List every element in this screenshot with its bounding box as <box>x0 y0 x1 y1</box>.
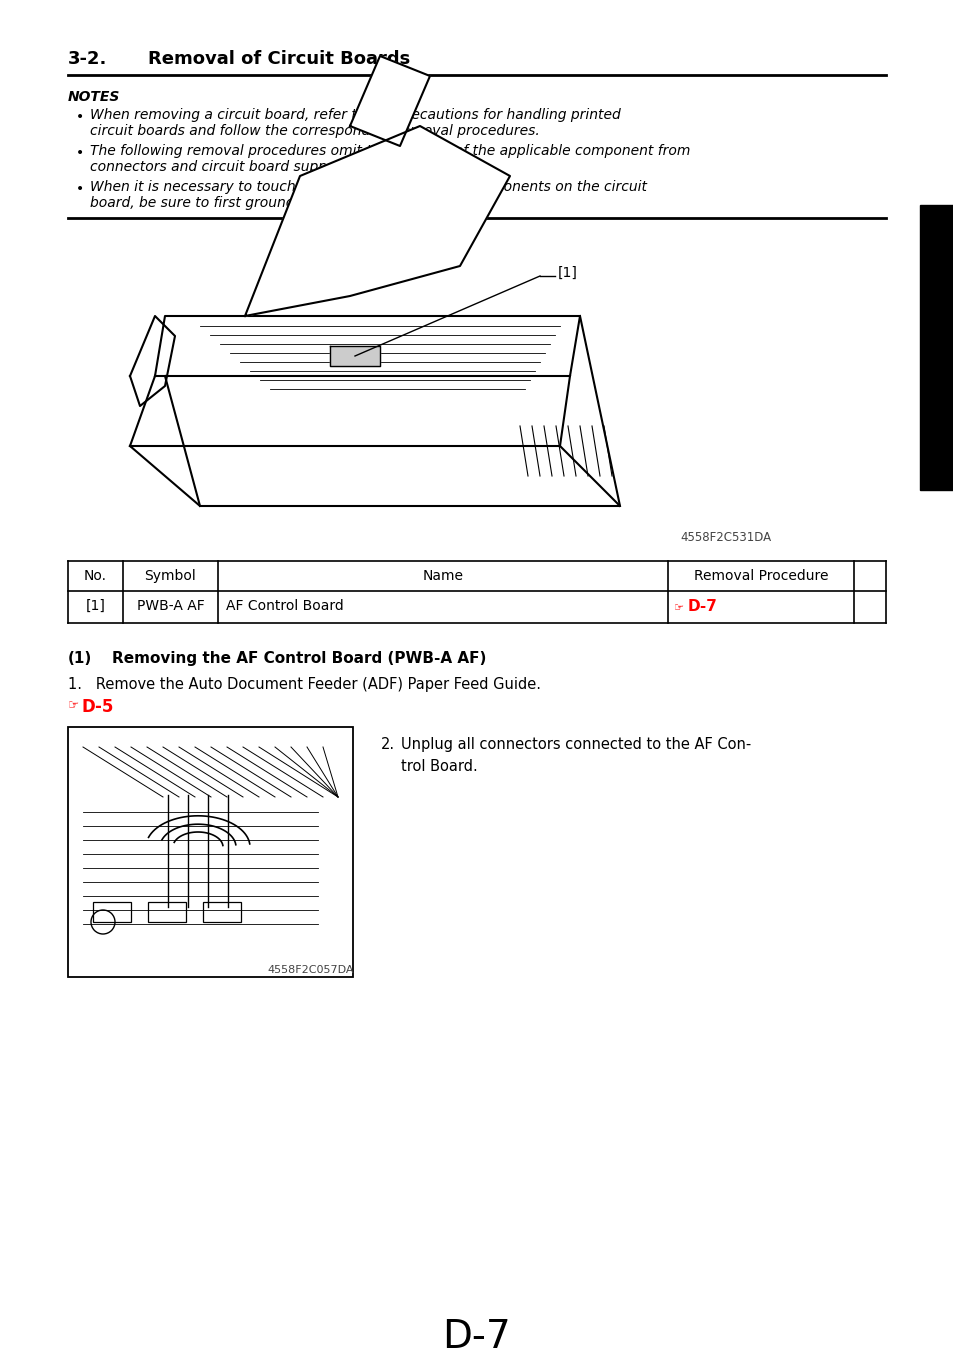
Text: When removing a circuit board, refer to the precautions for handling printed: When removing a circuit board, refer to … <box>90 108 620 122</box>
Text: •: • <box>76 146 84 160</box>
Text: [1]: [1] <box>558 266 578 280</box>
Text: D-7: D-7 <box>442 1318 511 1352</box>
Text: Removal of Circuit Boards: Removal of Circuit Boards <box>148 50 410 68</box>
Text: AF Control Board: AF Control Board <box>226 599 343 612</box>
Polygon shape <box>330 346 379 366</box>
Bar <box>148 902 186 922</box>
Text: board, be sure to first ground yourself.: board, be sure to first ground yourself. <box>90 196 358 210</box>
Text: •: • <box>76 183 84 196</box>
Text: D-5: D-5 <box>82 698 114 717</box>
Text: 3-2.: 3-2. <box>68 50 108 68</box>
Text: The following removal procedures omit the removal of the applicable component fr: The following removal procedures omit th… <box>90 145 690 158</box>
Polygon shape <box>245 126 510 316</box>
Text: Unplug all connectors connected to the AF Con-: Unplug all connectors connected to the A… <box>400 737 750 752</box>
Text: (1): (1) <box>68 652 92 667</box>
Text: 4558F2C531DA: 4558F2C531DA <box>679 531 770 544</box>
Text: PWB-A AF: PWB-A AF <box>136 599 204 612</box>
Text: 4558F2C057DA: 4558F2C057DA <box>267 965 354 975</box>
Bar <box>92 902 131 922</box>
Text: ☞: ☞ <box>68 699 79 713</box>
Text: connectors and circuit board supports.: connectors and circuit board supports. <box>90 160 358 174</box>
Text: 1.   Remove the Auto Document Feeder (ADF) Paper Feed Guide.: 1. Remove the Auto Document Feeder (ADF)… <box>68 677 540 692</box>
Polygon shape <box>154 316 579 376</box>
Text: ☞: ☞ <box>673 603 683 612</box>
Text: trol Board.: trol Board. <box>400 758 477 773</box>
Polygon shape <box>130 446 619 506</box>
Text: Removing the AF Control Board (PWB-A AF): Removing the AF Control Board (PWB-A AF) <box>112 652 486 667</box>
Text: circuit boards and follow the corresponding removal procedures.: circuit boards and follow the correspond… <box>90 124 539 138</box>
Bar <box>919 206 953 489</box>
Text: 2.: 2. <box>380 737 395 752</box>
Text: NOTES: NOTES <box>68 91 120 104</box>
Polygon shape <box>350 55 430 146</box>
Text: •: • <box>76 110 84 124</box>
Text: [1]: [1] <box>86 599 106 612</box>
Text: D-7: D-7 <box>687 599 717 614</box>
Text: Name: Name <box>422 569 463 583</box>
Text: Removal Procedure: Removal Procedure <box>693 569 827 583</box>
Bar <box>68 727 353 977</box>
Bar <box>203 902 241 922</box>
Text: When it is necessary to touch ICs and other electrical components on the circuit: When it is necessary to touch ICs and ot… <box>90 180 646 193</box>
Text: Symbol: Symbol <box>145 569 196 583</box>
Text: No.: No. <box>84 569 107 583</box>
